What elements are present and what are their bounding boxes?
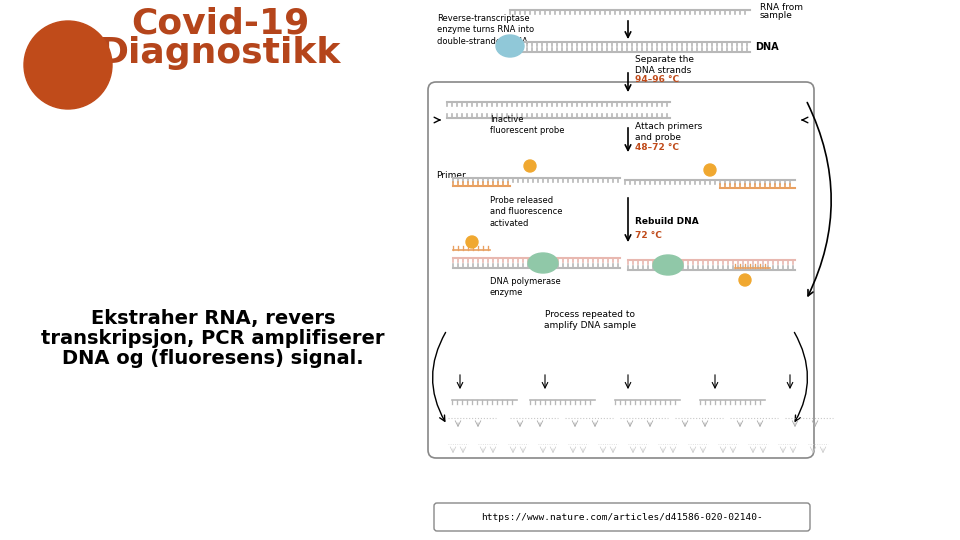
Circle shape xyxy=(739,274,751,286)
Circle shape xyxy=(466,236,478,248)
Text: Inactive
fluorescent probe: Inactive fluorescent probe xyxy=(490,115,564,135)
Text: RNA from: RNA from xyxy=(760,3,803,12)
Circle shape xyxy=(24,21,112,109)
Text: 94–96 °C: 94–96 °C xyxy=(635,76,679,84)
Text: sample: sample xyxy=(760,11,793,21)
Text: DNA: DNA xyxy=(755,42,779,52)
Circle shape xyxy=(524,160,536,172)
Ellipse shape xyxy=(496,35,524,57)
Text: 48–72 °C: 48–72 °C xyxy=(635,144,679,152)
Text: Diagnostikk: Diagnostikk xyxy=(99,36,341,70)
Text: Primer: Primer xyxy=(436,171,466,179)
Text: DNA polymerase
enzyme: DNA polymerase enzyme xyxy=(490,277,561,297)
Text: Probe released
and fluorescence
activated: Probe released and fluorescence activate… xyxy=(490,197,563,227)
Text: transkripsjon, PCR amplifiserer: transkripsjon, PCR amplifiserer xyxy=(41,329,385,348)
Text: 72 °C: 72 °C xyxy=(635,231,661,240)
Text: Ekstraher RNA, revers: Ekstraher RNA, revers xyxy=(91,309,335,328)
Text: DNA og (fluoresens) signal.: DNA og (fluoresens) signal. xyxy=(62,349,364,368)
FancyBboxPatch shape xyxy=(434,503,810,531)
Text: Attach primers
and probe: Attach primers and probe xyxy=(635,122,703,142)
Ellipse shape xyxy=(653,255,683,275)
Text: https://www.nature.com/articles/d41586-020-02140-: https://www.nature.com/articles/d41586-0… xyxy=(481,512,763,522)
Circle shape xyxy=(704,164,716,176)
Ellipse shape xyxy=(528,253,558,273)
Text: Rebuild DNA: Rebuild DNA xyxy=(635,218,699,226)
Text: Covid-19: Covid-19 xyxy=(131,6,309,40)
Text: Reverse-transcriptase
enzyme turns RNA into
double-stranded DNA: Reverse-transcriptase enzyme turns RNA i… xyxy=(437,14,534,46)
Text: Separate the
DNA strands: Separate the DNA strands xyxy=(635,55,694,75)
Text: Process repeated to
amplify DNA sample: Process repeated to amplify DNA sample xyxy=(544,310,636,330)
